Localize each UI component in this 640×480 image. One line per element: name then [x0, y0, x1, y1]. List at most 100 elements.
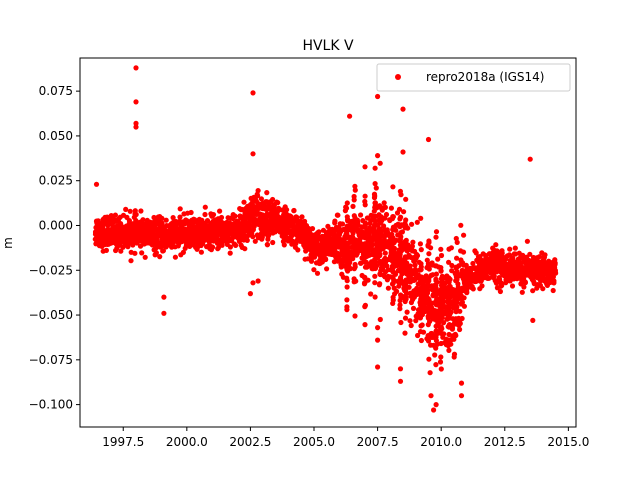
data-point [446, 331, 452, 338]
data-point [377, 240, 383, 246]
data-point [373, 185, 379, 191]
data-point [418, 247, 424, 253]
data-point [377, 227, 383, 233]
data-point [385, 285, 391, 291]
outlier-point [458, 380, 465, 386]
data-point [507, 246, 513, 252]
outlier-point [375, 153, 381, 159]
data-point [398, 280, 404, 286]
data-point [160, 248, 166, 254]
data-point [409, 221, 415, 227]
data-point [394, 288, 400, 294]
data-point [461, 303, 467, 309]
data-point [426, 238, 432, 244]
data-point [403, 217, 409, 223]
data-point [382, 250, 388, 256]
data-point [344, 304, 350, 310]
x-tick-label: 2002.5 [229, 435, 271, 449]
data-point [551, 278, 557, 284]
x-tick-label: 2000.0 [166, 435, 208, 449]
data-point [438, 326, 444, 332]
data-point [390, 246, 396, 252]
data-point [433, 334, 439, 340]
data-point [402, 256, 408, 262]
data-point [314, 270, 321, 276]
data-point [437, 359, 444, 365]
data-point [418, 309, 424, 316]
data-point [453, 293, 459, 299]
data-point [446, 347, 452, 353]
data-point [397, 262, 403, 268]
outlier-point [433, 402, 439, 408]
data-point [407, 263, 413, 269]
data-point [438, 316, 444, 322]
data-point [499, 282, 505, 289]
data-point [252, 238, 258, 244]
data-point [542, 252, 548, 258]
data-point [433, 229, 440, 235]
data-point [344, 265, 350, 271]
data-point [351, 218, 357, 224]
data-point [219, 242, 225, 248]
data-point [445, 314, 452, 320]
data-point [524, 238, 531, 244]
data-point [408, 322, 414, 329]
data-point [352, 183, 358, 189]
data-point [202, 204, 208, 210]
data-point [402, 330, 408, 336]
data-point [130, 242, 136, 248]
data-point [255, 188, 261, 194]
data-point [397, 224, 403, 230]
data-point [426, 251, 432, 257]
data-point [413, 318, 419, 324]
data-point [344, 214, 350, 220]
y-tick-label: 0.025 [39, 174, 73, 188]
outlier-point [458, 393, 465, 399]
data-point [426, 304, 432, 310]
outlier-point [425, 136, 432, 143]
data-point [215, 245, 221, 251]
data-point [389, 263, 395, 269]
data-point [372, 252, 378, 258]
data-point [425, 338, 432, 344]
data-point [433, 328, 439, 334]
data-point [497, 288, 503, 295]
data-point [403, 296, 409, 302]
data-point [372, 294, 378, 300]
data-point [372, 247, 378, 253]
legend-box [376, 63, 571, 92]
data-point [361, 281, 368, 287]
data-point [309, 226, 316, 232]
data-point [438, 354, 444, 360]
data-point [264, 242, 270, 248]
data-point [112, 212, 118, 218]
data-point [433, 362, 439, 368]
data-point [446, 277, 452, 283]
data-point [425, 287, 431, 293]
outlier-point [247, 291, 253, 297]
data-point [276, 207, 282, 213]
data-point [457, 320, 463, 327]
data-point [217, 208, 223, 214]
data-point [362, 274, 368, 280]
data-point [377, 281, 383, 287]
data-point [459, 299, 465, 305]
data-point [343, 251, 350, 257]
data-point [350, 256, 356, 262]
data-point [163, 217, 169, 223]
outlier-point [375, 325, 381, 331]
data-point [372, 181, 378, 187]
data-point [344, 242, 350, 248]
data-point [398, 234, 404, 240]
data-point [493, 242, 499, 248]
data-point [332, 218, 338, 224]
data-point [177, 214, 183, 220]
data-point [157, 254, 163, 260]
data-point [402, 238, 408, 244]
data-point [343, 205, 350, 211]
data-point [377, 216, 383, 222]
data-point [210, 244, 216, 250]
data-point [132, 250, 138, 256]
data-point [417, 315, 423, 321]
data-point [372, 259, 378, 265]
